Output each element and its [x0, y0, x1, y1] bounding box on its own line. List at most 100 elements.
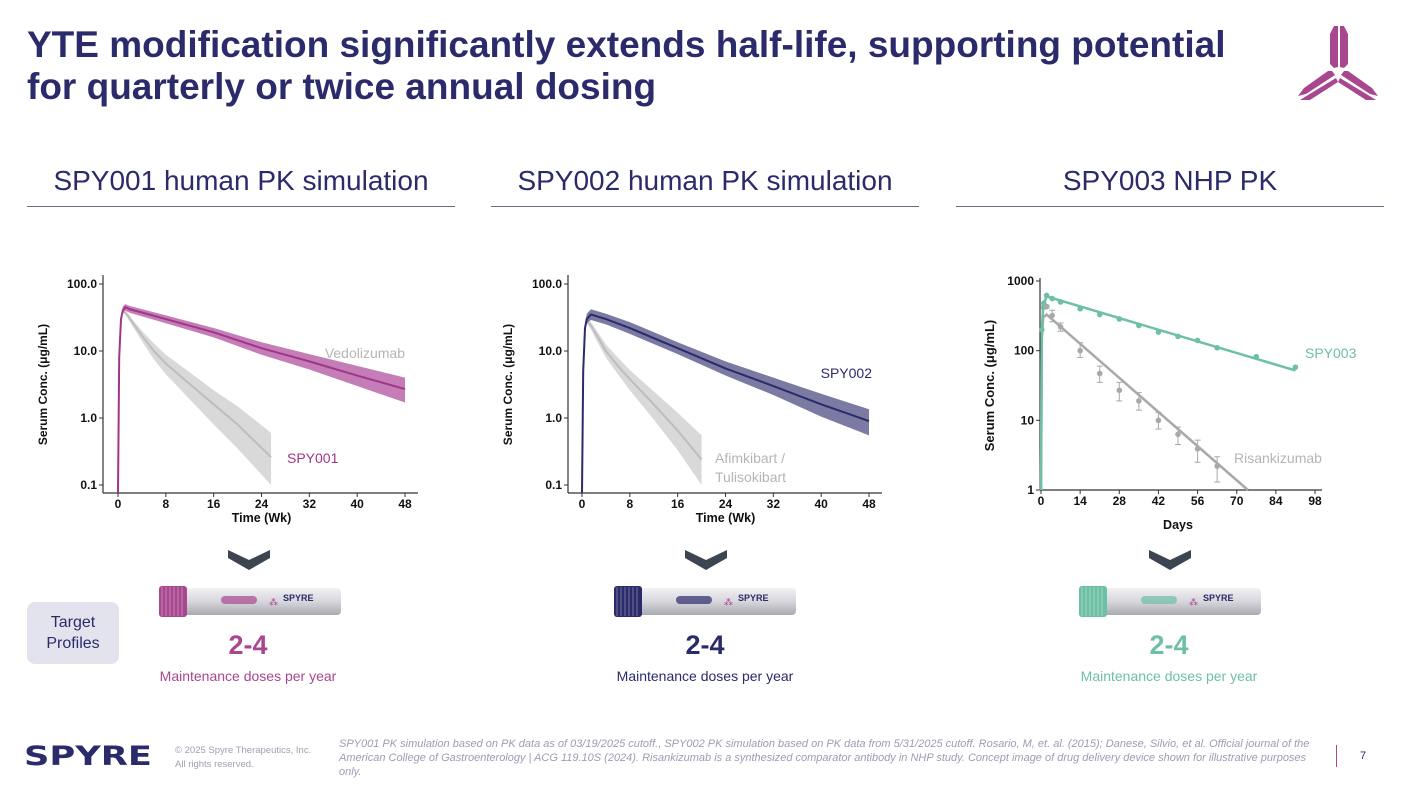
x-tick-label: 42: [1152, 494, 1166, 508]
injector-brand: SPYRE: [738, 593, 769, 603]
dose-range-spy002: 2-4: [685, 630, 725, 660]
y-tick-label: 100.0: [532, 277, 562, 291]
x-tick-label: 24: [255, 497, 269, 511]
slide-title: YTE modification significantly extends h…: [27, 24, 1226, 107]
data-point: [1096, 370, 1103, 377]
dose-caption-spy001: Maintenance doses per year: [159, 668, 337, 684]
y-tick-label: 10.0: [539, 344, 563, 358]
svg-text:⁂: ⁂: [269, 597, 278, 607]
confidence-band: [586, 319, 702, 485]
x-tick-label: 56: [1191, 494, 1205, 508]
x-axis-label: Time (Wk): [232, 511, 292, 525]
x-tick-label: 98: [1308, 494, 1322, 508]
x-axis-label: Days: [1163, 518, 1193, 532]
data-point: [1155, 329, 1162, 335]
series-afimkibart-tulisokibart: [586, 319, 703, 485]
y-tick-label: 100: [1014, 344, 1034, 358]
data-point: [1057, 299, 1064, 305]
y-tick-label: 10: [1021, 413, 1035, 427]
data-point: [1214, 463, 1220, 469]
section-divider: [956, 206, 1384, 207]
chevron-down-icon: [228, 550, 270, 570]
x-tick-label: 0: [579, 497, 586, 511]
y-tick-label: 100.0: [67, 277, 97, 291]
series-label: Vedolizumab: [325, 345, 405, 361]
x-tick-label: 24: [719, 497, 733, 511]
x-tick-label: 28: [1113, 494, 1127, 508]
dose-caption-spy003: Maintenance doses per year: [1080, 668, 1258, 684]
data-point: [1039, 326, 1045, 333]
data-point: [1292, 364, 1299, 370]
data-point: [1077, 305, 1083, 312]
y-tick-label: 1.0: [80, 411, 97, 425]
chevron-down-icon: [1149, 550, 1191, 570]
x-tick-label: 40: [350, 497, 364, 511]
x-tick-label: 32: [767, 497, 781, 511]
autoinjector-image: SPYRE ⁂: [614, 586, 796, 617]
x-tick-label: 16: [671, 497, 685, 511]
dose-range-spy001: 2-4: [228, 630, 268, 660]
chart-2: 0 8 16 24 32 40 48 0.1 1.0 10.0 100.0 Time (Wk) Seru…: [501, 275, 882, 525]
target-profiles-label: Target Profiles: [27, 602, 119, 664]
x-tick-label: 48: [862, 497, 876, 511]
series-label: Risankizumab: [1234, 450, 1322, 466]
copyright-line: All rights reserved.: [175, 759, 254, 770]
data-point: [1175, 333, 1181, 340]
copyright-line: © 2025 Spyre Therapeutics, Inc.: [175, 745, 312, 756]
data-point: [1136, 322, 1142, 329]
chart-1: 0 8 16 24 32 40 48 0.1 1.0 10.0 100.0 Time (Wk) Seru…: [36, 275, 418, 525]
spyre-wordmark-logo: SPYRE: [24, 743, 152, 768]
spyre-mark-logo: [1298, 26, 1378, 100]
page-divider: [1336, 745, 1337, 767]
series-vedolizumab: [122, 309, 272, 485]
y-axis-label: Serum Conc. (μg/mL): [501, 324, 515, 445]
series-line: [586, 320, 703, 461]
series-spy001: [117, 304, 406, 494]
data-point: [1049, 312, 1055, 319]
chevron-down-icon: [685, 550, 727, 570]
section-heading-spy002: SPY002 human PK simulation: [517, 165, 893, 196]
series-label: SPY002: [821, 365, 873, 381]
autoinjector-image: SPYRE ⁂: [159, 586, 341, 617]
data-point: [1155, 417, 1162, 424]
data-point: [1194, 337, 1201, 344]
y-tick-label: 1: [1027, 483, 1034, 497]
page-number: 7: [1360, 750, 1367, 762]
x-tick-label: 8: [162, 497, 169, 511]
y-tick-label: 1000: [1007, 274, 1034, 288]
series-label: SPY003: [1305, 345, 1357, 361]
series-label: SPY001: [287, 450, 339, 466]
section-divider: [491, 206, 919, 207]
injector-brand: SPYRE: [1203, 593, 1234, 603]
chart-3: 0 14 28 42 56 70 84 98 1 10 100 1000 Days Serum Conc.…: [982, 274, 1357, 532]
y-tick-label: 0.1: [545, 478, 562, 492]
x-tick-label: 8: [626, 497, 633, 511]
data-point: [1253, 353, 1260, 360]
data-point: [1043, 292, 1050, 299]
data-point: [1057, 324, 1064, 330]
data-point: [1194, 446, 1201, 452]
x-tick-label: 0: [115, 497, 122, 511]
svg-text:⁂: ⁂: [724, 597, 733, 607]
data-point: [1116, 387, 1123, 394]
injector-brand: SPYRE: [283, 593, 314, 603]
section-divider: [27, 206, 455, 207]
data-point: [1040, 300, 1047, 307]
x-axis-label: Time (Wk): [696, 511, 756, 525]
x-tick-label: 0: [1038, 494, 1045, 508]
dose-range-spy003: 2-4: [1149, 630, 1189, 660]
footnote: SPY001 PK simulation based on PK data as…: [339, 738, 1310, 778]
svg-text:⁂: ⁂: [1189, 597, 1198, 607]
section-heading-spy001: SPY001 human PK simulation: [53, 165, 429, 196]
data-point: [1049, 295, 1055, 302]
section-heading-spy003: SPY003 NHP PK: [1062, 165, 1278, 196]
y-axis-label: Serum Conc. (μg/mL): [982, 320, 997, 451]
series-label: Afimkibart / Tulisokibart: [715, 450, 786, 485]
series-line: [581, 313, 870, 494]
copyright: © 2025 Spyre Therapeutics, Inc. All righ…: [175, 744, 311, 772]
x-tick-label: 16: [207, 497, 221, 511]
x-tick-label: 84: [1269, 494, 1283, 508]
data-point: [1214, 344, 1220, 351]
y-tick-label: 0.1: [80, 478, 97, 492]
dose-caption-spy002: Maintenance doses per year: [616, 668, 794, 684]
